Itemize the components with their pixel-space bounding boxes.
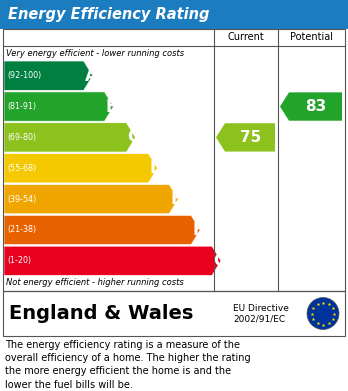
Bar [3, 29, 345, 291]
Text: A: A [85, 67, 97, 85]
Polygon shape [4, 215, 200, 245]
Text: Not energy efficient - higher running costs: Not energy efficient - higher running co… [6, 278, 184, 287]
Text: (69-80): (69-80) [7, 133, 36, 142]
Text: G: G [213, 252, 227, 270]
Text: Very energy efficient - lower running costs: Very energy efficient - lower running co… [6, 49, 184, 58]
Text: (21-38): (21-38) [7, 226, 36, 235]
Bar [3, 291, 345, 336]
Circle shape [307, 298, 339, 330]
Text: E: E [170, 190, 182, 208]
Polygon shape [4, 92, 113, 121]
Text: C: C [127, 128, 140, 146]
Text: Current: Current [228, 32, 264, 43]
Bar [0, 0, 348, 29]
Polygon shape [4, 246, 221, 276]
Text: EU Directive
2002/91/EC: EU Directive 2002/91/EC [233, 304, 289, 323]
Text: F: F [192, 221, 204, 239]
Text: (92-100): (92-100) [7, 71, 41, 80]
Polygon shape [4, 185, 178, 214]
Text: (39-54): (39-54) [7, 195, 36, 204]
Polygon shape [4, 61, 93, 90]
Text: D: D [149, 159, 163, 177]
Text: 83: 83 [306, 99, 327, 114]
Polygon shape [280, 92, 342, 121]
Polygon shape [4, 123, 135, 152]
Text: (1-20): (1-20) [7, 256, 31, 265]
Polygon shape [216, 123, 275, 152]
Polygon shape [4, 154, 157, 183]
Text: Potential: Potential [290, 32, 333, 43]
Text: Energy Efficiency Rating: Energy Efficiency Rating [8, 7, 209, 22]
Text: (81-91): (81-91) [7, 102, 36, 111]
Text: B: B [105, 97, 118, 115]
Text: The energy efficiency rating is a measure of the
overall efficiency of a home. T: The energy efficiency rating is a measur… [5, 340, 251, 389]
Text: England & Wales: England & Wales [9, 304, 193, 323]
Text: (55-68): (55-68) [7, 164, 36, 173]
Text: 75: 75 [240, 130, 261, 145]
